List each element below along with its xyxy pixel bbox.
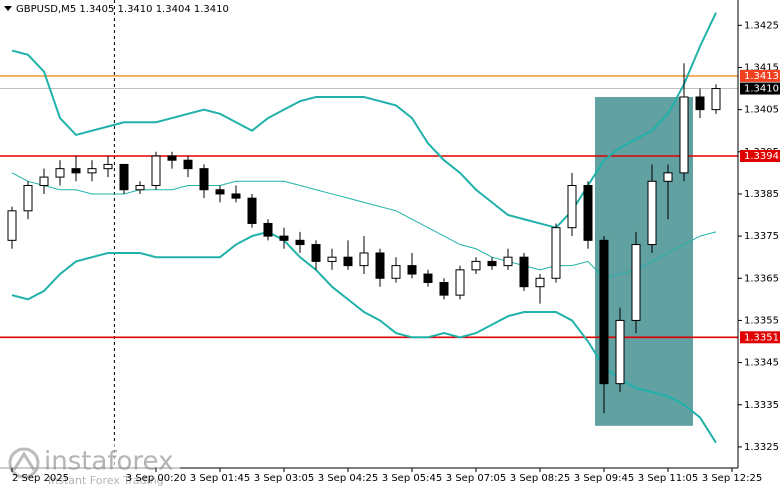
candle-body: [279, 235, 289, 241]
x-tick-label: 3 Sep 11:05: [638, 473, 698, 484]
candle-body: [231, 193, 241, 199]
candle-body: [679, 96, 689, 174]
candle-body: [247, 197, 257, 224]
candle-body: [487, 260, 497, 267]
candle-body: [71, 168, 81, 174]
x-tick-label: 3 Sep 01:45: [190, 473, 250, 484]
candle-body: [151, 155, 161, 187]
bollinger-lower: [11, 230, 717, 444]
level-label-bg: [740, 331, 780, 344]
y-tick-label: 1.3385: [744, 189, 779, 200]
candle-body: [455, 269, 465, 296]
x-tick-label: 3 Sep 05:45: [382, 473, 442, 484]
watermark: instaforex Instant Forex Trading: [0, 444, 180, 489]
bollinger-middle: [11, 172, 717, 279]
candle-body: [663, 172, 673, 182]
candle-body: [471, 260, 481, 271]
candle-body: [583, 185, 593, 241]
watermark-tagline: Instant Forex Trading: [48, 474, 164, 487]
watermark-logo: [8, 447, 40, 479]
candle-body: [135, 185, 145, 191]
candle-body: [183, 159, 193, 170]
y-tick-label: 1.3405: [744, 105, 779, 116]
chart-title: GBPUSD,M5 1.3405 1.3410 1.3404 1.3410: [16, 4, 229, 15]
candle-body: [199, 168, 209, 191]
y-tick-label: 1.3375: [744, 231, 779, 242]
candle-body: [439, 281, 449, 296]
y-tick-label: 1.3335: [744, 400, 779, 411]
candle-body: [615, 319, 625, 385]
candle-body: [695, 96, 705, 111]
y-tick-label: 1.3425: [744, 20, 779, 31]
x-tick-label: 3 Sep 07:05: [446, 473, 506, 484]
candle-body: [647, 180, 657, 246]
y-tick-label: 1.3415: [744, 62, 779, 73]
bollinger-upper: [11, 12, 717, 229]
x-tick-label: 3 Sep 08:25: [510, 473, 570, 484]
candle-body: [103, 163, 113, 170]
candle-body: [295, 239, 305, 246]
candle-body: [711, 88, 721, 111]
candle-body: [55, 168, 65, 178]
candle-body: [7, 210, 17, 241]
candle-body: [599, 239, 609, 385]
watermark-brand: instaforex: [44, 447, 173, 477]
candle-body: [375, 252, 385, 279]
level-label: 1.3351: [744, 332, 779, 343]
candle-body: [535, 277, 545, 288]
candle-body: [359, 252, 369, 267]
highlight-zone: [595, 96, 693, 426]
candle-body: [343, 256, 353, 267]
candle-body: [167, 155, 177, 161]
x-tick-label: 3 Sep 03:05: [254, 473, 314, 484]
candle-body: [551, 227, 561, 279]
candle-body: [311, 244, 321, 262]
y-tick-label: 1.3325: [744, 442, 779, 453]
y-tick-label: 1.3355: [744, 315, 779, 326]
candle-body: [391, 265, 401, 279]
y-tick-label: 1.3365: [744, 273, 779, 284]
candle-body: [407, 265, 417, 275]
x-tick-label: 3 Sep 00:20: [126, 473, 186, 484]
candle-body: [423, 273, 433, 283]
candle-body: [87, 168, 97, 174]
symbol-toggle[interactable]: [4, 6, 12, 11]
level-label: 1.3394: [744, 151, 779, 162]
candle-body: [39, 176, 49, 187]
watermark-logo-mark: [12, 451, 36, 471]
candle-body: [263, 222, 273, 237]
candle-body: [215, 189, 225, 195]
x-tick-label: 3 Sep 12:25: [702, 473, 762, 484]
x-tick-label: 3 Sep 09:45: [574, 473, 634, 484]
level-label: 1.3410: [744, 84, 779, 95]
candle-body: [567, 185, 577, 229]
candle-body: [23, 185, 33, 212]
level-label-bg: [740, 82, 780, 95]
candle-body: [631, 244, 641, 321]
x-tick-label: 3 Sep 04:25: [318, 473, 378, 484]
candle-body: [119, 163, 129, 191]
y-tick-label: 1.3345: [744, 358, 779, 369]
candle-body: [327, 256, 337, 262]
x-tick-label: 2 Sep 2025: [12, 473, 69, 484]
candle-body: [503, 256, 513, 267]
level-label-bg: [740, 69, 780, 82]
candle-body: [519, 256, 529, 288]
level-label-bg: [740, 150, 780, 162]
level-label: 1.3413: [744, 71, 779, 82]
plot-area: [0, 0, 738, 468]
